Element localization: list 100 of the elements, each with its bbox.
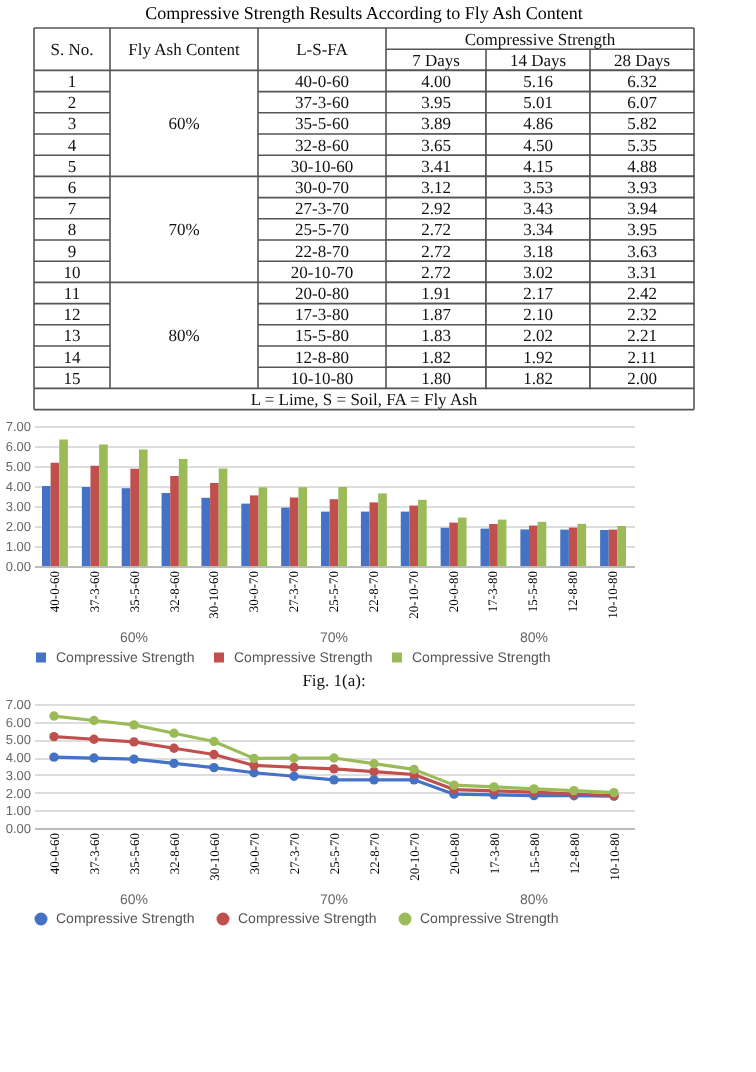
bar [449,522,458,566]
text: 80% [168,325,200,346]
data-label: 2.00 [627,367,657,388]
point [49,731,59,742]
data-label: 3.95 [627,219,657,240]
data-label: 1.92 [523,346,553,367]
bar [537,521,547,566]
bar [520,529,530,566]
data-label: 2.72 [421,219,451,240]
data-label: 2.32 [627,304,657,325]
bar [130,468,139,566]
data-label: 3.41 [421,155,451,176]
bar [409,505,419,566]
bar [81,487,91,566]
data-label: 2.21 [627,325,657,346]
point [449,780,459,790]
data-label: 1.87 [421,304,451,325]
point [169,758,179,769]
data-label: 2.11 [627,346,657,367]
point [129,754,139,764]
point [209,762,219,773]
text: 70% [168,219,200,240]
bar [369,502,379,566]
bar [258,487,268,566]
data-label: 3.94 [627,198,659,219]
y-tick-label: 20-0-80 [295,283,349,303]
bar [568,527,578,566]
data-label: 3.53 [523,177,553,197]
y2-tick-label: 10 [63,261,81,282]
data-label: 5.82 [627,113,657,134]
point [49,711,59,721]
data-label: 2.92 [421,198,451,219]
bar [400,511,410,566]
data-label: 1.82 [523,367,553,388]
bar [161,493,171,566]
data-label: 1.91 [421,283,451,303]
bar [329,499,339,566]
bar [138,449,148,566]
data-label: 2.72 [421,240,451,261]
bar [249,495,259,566]
data-label: 3.63 [627,240,657,261]
y-tick-label: 35-5-60 [295,113,349,134]
bar [90,465,100,566]
point [89,734,99,744]
data-label: 5.35 [627,134,657,155]
x-tick-label: 14 Days [509,49,567,70]
y2-tick-label: 15 [63,367,81,388]
data-label: 4.00 [421,71,451,91]
data-label: 3.43 [523,198,553,219]
data-label: 3.95 [421,92,451,113]
data-label: 6.07 [627,92,657,113]
y2-tick-label: 14 [63,346,82,367]
bar [378,493,387,566]
y2-tick-label: 6 [67,177,77,197]
bar [600,530,609,566]
bar [289,497,299,566]
bar [457,517,467,566]
text: 60% [168,113,200,134]
bar [560,529,569,566]
bar [218,468,228,566]
y-tick-label: 30-0-70 [295,177,349,197]
y-tick-label: 17-3-80 [295,304,349,325]
point [329,764,339,774]
point [129,737,139,747]
x-tick-label: 28 Days [613,49,671,70]
y2-tick-label: 8 [67,219,77,240]
y-tick-label: 10-10-80 [290,367,354,388]
data-label: 3.65 [421,134,451,155]
point [409,764,419,775]
point [209,736,219,747]
y2-tick-label: 7 [67,198,77,219]
data-label: 1.80 [421,367,451,388]
point [169,728,179,738]
point [289,771,299,781]
bar [321,511,330,566]
y-tick-label: 30-10-60 [290,155,354,176]
data-label: 3.18 [523,240,553,261]
data-label: 2.72 [421,261,451,282]
data-label: 4.50 [523,134,553,155]
data-label: 3.34 [523,219,555,240]
data-label: 5.01 [523,92,553,113]
data-label: 3.02 [523,261,553,282]
data-label: 2.42 [627,283,657,303]
point [129,720,139,730]
bar [41,486,51,566]
chart-title: Compressive Strength Results According to Fly Ash Content [145,3,584,24]
bar [577,523,587,566]
bar [608,529,618,566]
bar [480,528,490,566]
y-tick-label: 20-10-70 [290,261,354,282]
y2-tick-label: 5 [67,155,77,176]
y2-tick-label: 13 [63,325,81,346]
point [249,753,259,764]
y-tick-label: 12-8-80 [295,346,349,367]
bar [210,483,219,566]
bar [201,497,211,566]
text: Fig. 1(a): [302,670,366,690]
point [369,759,379,769]
point [289,762,299,772]
bar [50,462,60,566]
